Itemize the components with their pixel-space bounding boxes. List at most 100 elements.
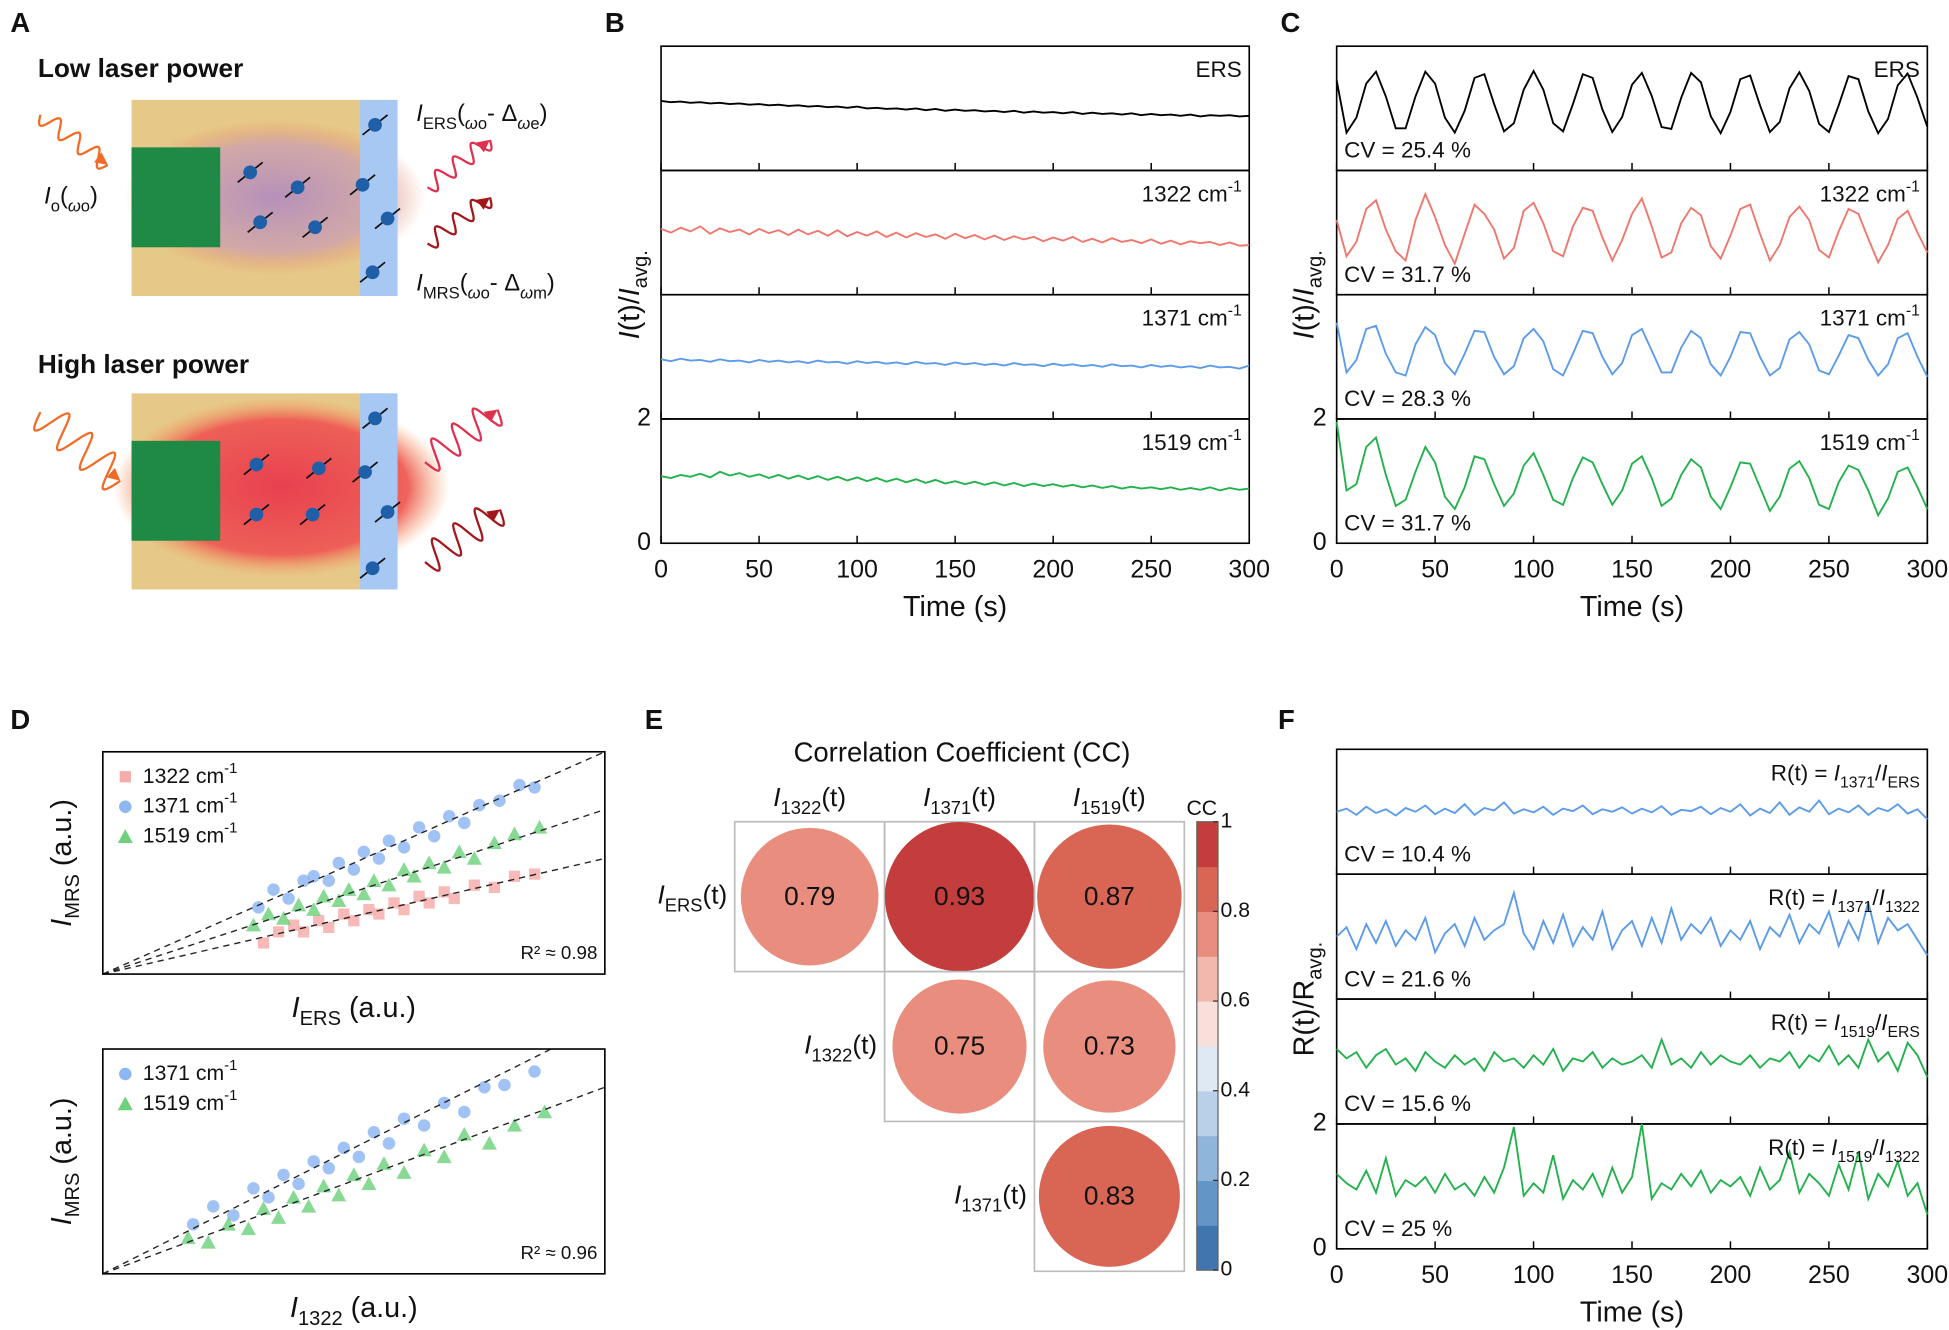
series-label: 1519 cm-1 <box>1820 427 1920 455</box>
colorbar-tick-label: 0.4 <box>1221 1078 1251 1101</box>
x-tick-label: 100 <box>836 555 878 583</box>
text-part: I <box>1834 1010 1840 1035</box>
text-part: I <box>1831 1135 1837 1160</box>
point <box>528 781 541 794</box>
point <box>456 1126 472 1141</box>
x-axis-title: IERS (a.u.) <box>292 992 416 1031</box>
text-part: / <box>1875 1010 1882 1035</box>
point <box>287 919 300 931</box>
diagram-label: IERS(ωo- Δωe) <box>416 101 547 133</box>
text-part: I <box>614 331 646 339</box>
correlation-value: 0.93 <box>934 881 985 911</box>
colorbar-tick-label: 0.2 <box>1221 1168 1251 1191</box>
point <box>322 1161 335 1175</box>
text-part: I <box>804 1029 811 1059</box>
point <box>498 1078 511 1092</box>
text-part: / <box>1875 760 1882 785</box>
row-label: IERS(t) <box>657 880 727 916</box>
point <box>361 1176 377 1191</box>
point <box>307 870 320 883</box>
molecule <box>311 461 326 476</box>
point <box>506 1117 522 1132</box>
cv-label: CV = 10.4 % <box>1344 841 1471 866</box>
series-line <box>1336 889 1929 956</box>
point <box>347 863 361 876</box>
point <box>338 908 350 920</box>
legend-label: 1371 cm-1 <box>143 1058 238 1085</box>
column-label: I1322(t) <box>773 782 846 818</box>
point <box>466 851 482 865</box>
text-part: ERS <box>1196 57 1242 82</box>
colorbar-tick-label: 0.8 <box>1221 899 1251 922</box>
correlation-circle <box>884 821 1035 972</box>
point <box>513 778 526 792</box>
text-part: 1371 cm <box>143 1062 224 1085</box>
point <box>373 908 385 920</box>
series-line <box>660 225 1250 247</box>
text-part: I <box>657 880 664 910</box>
x-tick-label: 250 <box>1808 555 1850 583</box>
molecule <box>290 180 305 195</box>
cv-label: CV = 31.7 % <box>1344 510 1471 535</box>
y-tick-label: 0 <box>1313 528 1327 556</box>
point <box>458 1105 471 1119</box>
colorbar-tick-label: 0.6 <box>1221 989 1251 1012</box>
text-part: -1 <box>224 1058 237 1074</box>
point <box>427 830 441 843</box>
point <box>240 1221 256 1236</box>
series-label: R(t) = I1371/I1322 <box>1768 885 1920 916</box>
text-part: -1 <box>224 821 237 837</box>
fit-line <box>102 751 606 975</box>
text-part: ERS <box>300 1008 341 1030</box>
text-part: I <box>45 919 77 927</box>
point <box>406 868 422 883</box>
colorbar-bin <box>1196 821 1219 868</box>
point <box>532 819 548 834</box>
molecule <box>355 177 370 192</box>
colorbar-title: CC <box>1186 797 1217 820</box>
text-part: 1322 <box>781 798 822 819</box>
correlation-circle <box>1043 980 1176 1113</box>
text-part: I <box>1881 1010 1887 1035</box>
text-part: (a.u.) <box>45 1098 77 1173</box>
text-part: I <box>773 782 780 812</box>
molecule <box>358 465 372 479</box>
point <box>255 1201 271 1215</box>
text-part: -1 <box>224 761 237 777</box>
legend-label: 1322 cm-1 <box>143 761 238 788</box>
text-part: I <box>1073 782 1080 812</box>
text-part: (a.u.) <box>343 1291 418 1323</box>
x-tick-label: 0 <box>654 555 668 583</box>
point <box>247 1182 260 1195</box>
panel-frame <box>660 45 1251 172</box>
y-axis-title: R(t)/Ravg. <box>1288 942 1327 1057</box>
panel-label: B <box>605 7 625 38</box>
series-line <box>660 357 1250 370</box>
point <box>478 1080 491 1094</box>
legend-label: 1519 cm-1 <box>143 821 238 848</box>
point <box>381 877 397 892</box>
legend-label: 1371 cm-1 <box>143 791 238 818</box>
text-part: 1322 <box>1885 1149 1920 1166</box>
series-line <box>1335 191 1929 267</box>
text-part: -1 <box>224 1088 237 1104</box>
x-tick-label: 200 <box>1710 1261 1752 1289</box>
series-line <box>1336 1123 1929 1215</box>
panel-label: C <box>1280 7 1300 38</box>
point <box>272 926 285 938</box>
point <box>367 1125 381 1139</box>
series-label: ERS <box>1196 57 1242 82</box>
text-part: 1371 <box>930 798 971 819</box>
point <box>488 881 501 894</box>
text-part: R(t) = <box>1771 1010 1834 1035</box>
text-part: (t)/ <box>1288 296 1320 331</box>
x-tick-label: 100 <box>1513 1261 1555 1289</box>
text-part: 1519 cm <box>143 824 224 847</box>
x-tick-label: 100 <box>1513 555 1555 583</box>
x-tick-label: 300 <box>1907 555 1949 583</box>
x-axis-title: Time (s) <box>1580 1296 1684 1328</box>
diagram-heading: Low laser power <box>38 53 243 83</box>
correlation-value: 0.73 <box>1084 1031 1135 1061</box>
text-part: ω <box>468 284 481 303</box>
series-line <box>1335 322 1929 378</box>
